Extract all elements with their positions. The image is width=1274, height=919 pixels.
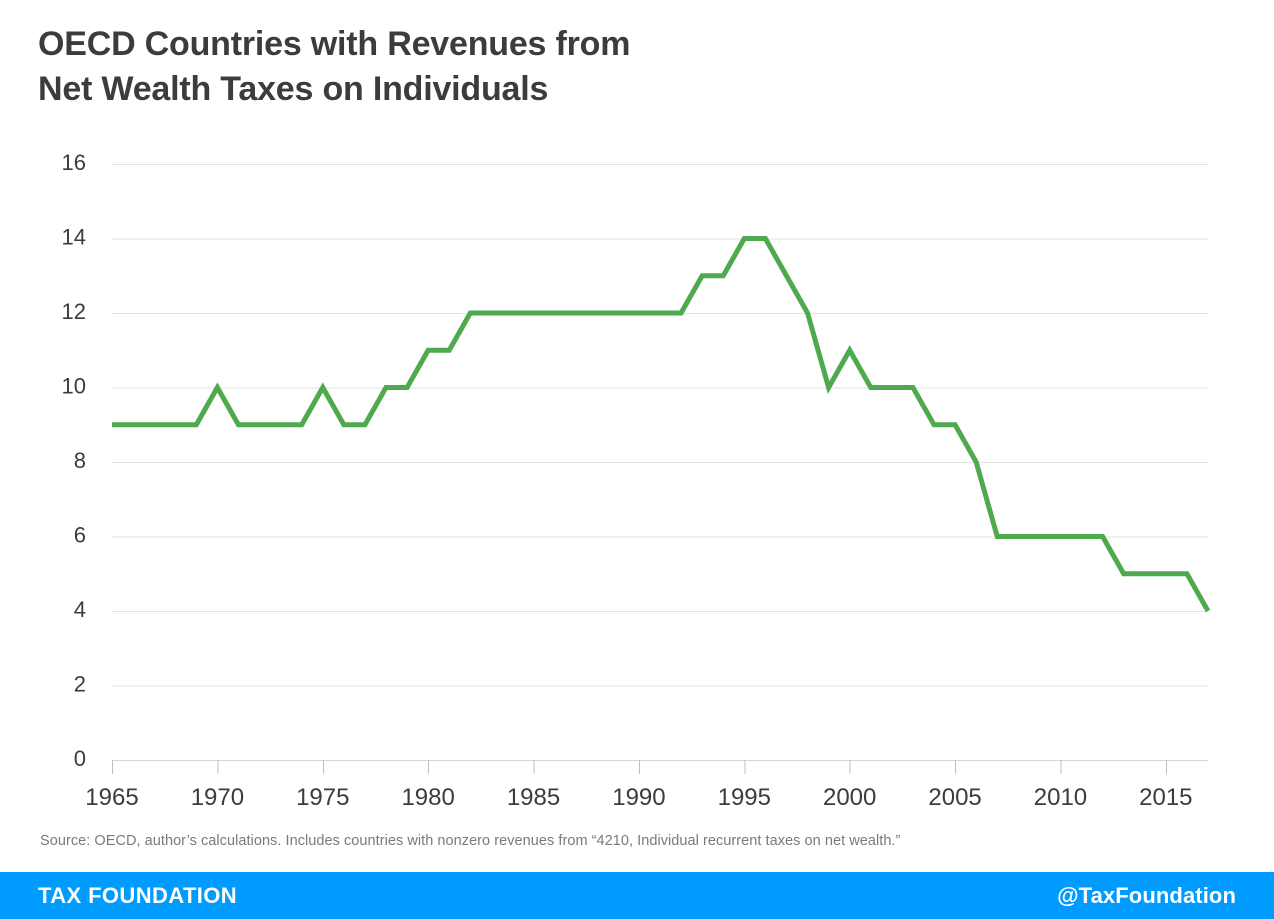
y-axis-tick-label: 14 — [62, 224, 86, 249]
y-axis-tick-label: 6 — [74, 522, 86, 547]
page-title-line-1: OECD Countries with Revenues from — [38, 25, 631, 63]
y-axis-tick-label: 10 — [62, 373, 86, 398]
y-axis-tick-label: 0 — [74, 746, 86, 771]
y-axis-labels: 0 2 4 6 8 10 12 14 16 — [62, 150, 86, 771]
source-note: Source: OECD, author’s calculations. Inc… — [40, 833, 901, 849]
y-axis-tick-label: 4 — [74, 597, 86, 622]
x-axis-tick-label: 1990 — [612, 784, 665, 811]
x-axis-tick-label: 2015 — [1139, 784, 1192, 811]
page-title-line-2: Net Wealth Taxes on Individuals — [38, 70, 549, 109]
footer-bar: TAX FOUNDATION @TaxFoundation — [0, 872, 1274, 919]
x-axis-tick-label: 2000 — [823, 784, 876, 811]
axis-ticks — [112, 760, 1167, 774]
y-axis-tick-label: 16 — [62, 150, 86, 175]
footer-brand-label: TAX FOUNDATION — [38, 882, 238, 908]
x-axis-tick-label: 1965 — [85, 784, 138, 811]
x-axis-tick-label: 1985 — [507, 784, 560, 811]
x-axis-tick-label: 1995 — [718, 784, 771, 811]
x-axis-labels: 1965 1970 1975 1980 1985 1990 1995 2000 2005 2010… — [85, 784, 1192, 811]
line-chart: 0 2 4 6 8 10 12 14 16 1965 1970 1975 1980 1985 1990 19… — [0, 140, 1274, 830]
x-axis-tick-label: 2005 — [928, 784, 981, 811]
gridlines — [112, 164, 1208, 761]
footer-social-handle[interactable]: @TaxFoundation — [1057, 882, 1236, 908]
y-axis-tick-label: 8 — [74, 448, 86, 473]
x-axis-tick-label: 1970 — [191, 784, 244, 811]
data-series — [112, 236, 1211, 613]
x-axis-tick-label: 1975 — [296, 784, 349, 811]
page-title: OECD Countries with Revenues from Net We… — [38, 22, 898, 112]
y-axis-tick-label: 12 — [62, 299, 86, 324]
x-axis-tick-label: 1980 — [401, 784, 454, 811]
x-axis-tick-label: 2010 — [1034, 784, 1087, 811]
data-line-series — [112, 236, 1211, 613]
y-axis-tick-label: 2 — [74, 671, 86, 696]
